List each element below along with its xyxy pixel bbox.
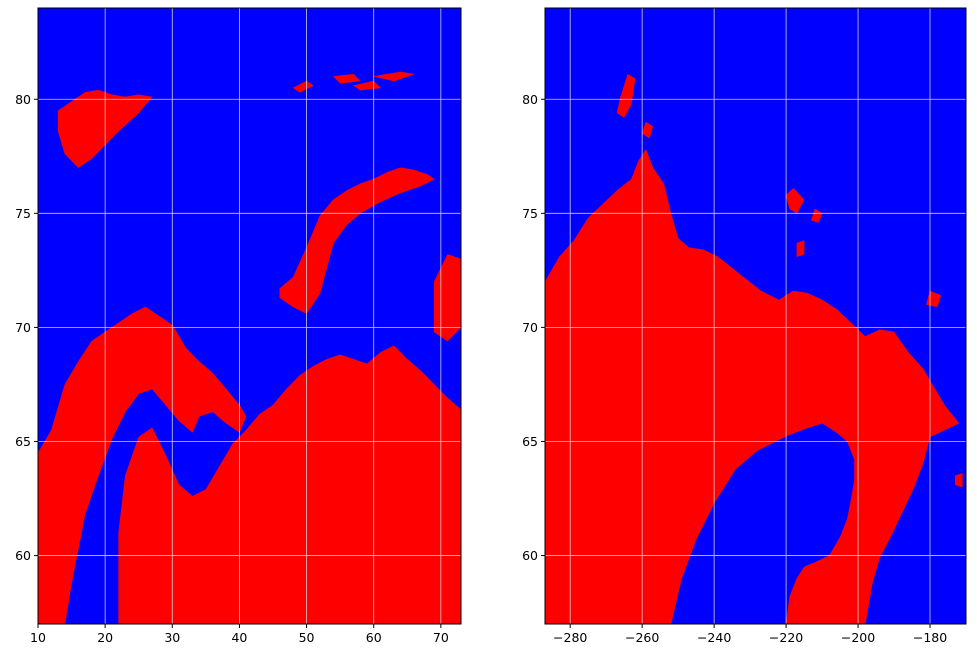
land-polygon-1 — [616, 73, 636, 118]
x-tick-label: −280 — [553, 630, 587, 645]
x-tick-label: 70 — [433, 630, 449, 645]
land-polygon-7 — [954, 473, 963, 488]
y-tick-label: 70 — [15, 320, 31, 335]
land-layer — [38, 71, 461, 624]
land-polygon-1 — [118, 345, 461, 624]
y-tick-label: 65 — [522, 434, 538, 449]
x-tick-label: 20 — [97, 630, 113, 645]
x-tick-label: −260 — [625, 630, 659, 645]
x-tick-label: −220 — [769, 630, 803, 645]
land-polygon-5 — [796, 240, 805, 258]
x-tick-label: 10 — [30, 630, 46, 645]
axes-frame — [544, 7, 967, 625]
x-tick-label: 30 — [164, 630, 180, 645]
map-panel-left: 10 20 30 40 50 60 70 60 65 70 75 80 — [15, 7, 462, 645]
x-tick-label: 50 — [299, 630, 315, 645]
x-tick-label: 40 — [231, 630, 247, 645]
x-tick-label: −240 — [697, 630, 731, 645]
x-tick-label: 60 — [366, 630, 382, 645]
land-polygon-0 — [545, 148, 960, 624]
land-polygon-0 — [38, 306, 247, 624]
y-tick-label: 65 — [15, 434, 31, 449]
land-polygon-4 — [810, 208, 823, 223]
land-polygon-2 — [641, 121, 654, 139]
y-tick-label: 80 — [522, 92, 538, 107]
y-tick-label: 60 — [15, 548, 31, 563]
x-tick-label: −200 — [841, 630, 875, 645]
land-polygon-4 — [292, 80, 314, 93]
y-tick-label: 75 — [15, 206, 31, 221]
axes-frame — [37, 7, 462, 625]
y-tick-label: 70 — [522, 320, 538, 335]
y-tick-label: 60 — [522, 548, 538, 563]
land-polygon-7 — [373, 71, 415, 82]
map-panel-right: −280 −260 −240 −220 −200 −180 60 65 70 75 80 — [522, 7, 967, 645]
y-tick-label: 80 — [15, 92, 31, 107]
x-tick-label: −180 — [913, 630, 947, 645]
land-polygon-3 — [279, 167, 435, 315]
land-layer — [545, 73, 963, 624]
y-tick-label: 75 — [522, 206, 538, 221]
land-polygon-3 — [785, 187, 805, 214]
land-polygon-5 — [332, 73, 361, 84]
